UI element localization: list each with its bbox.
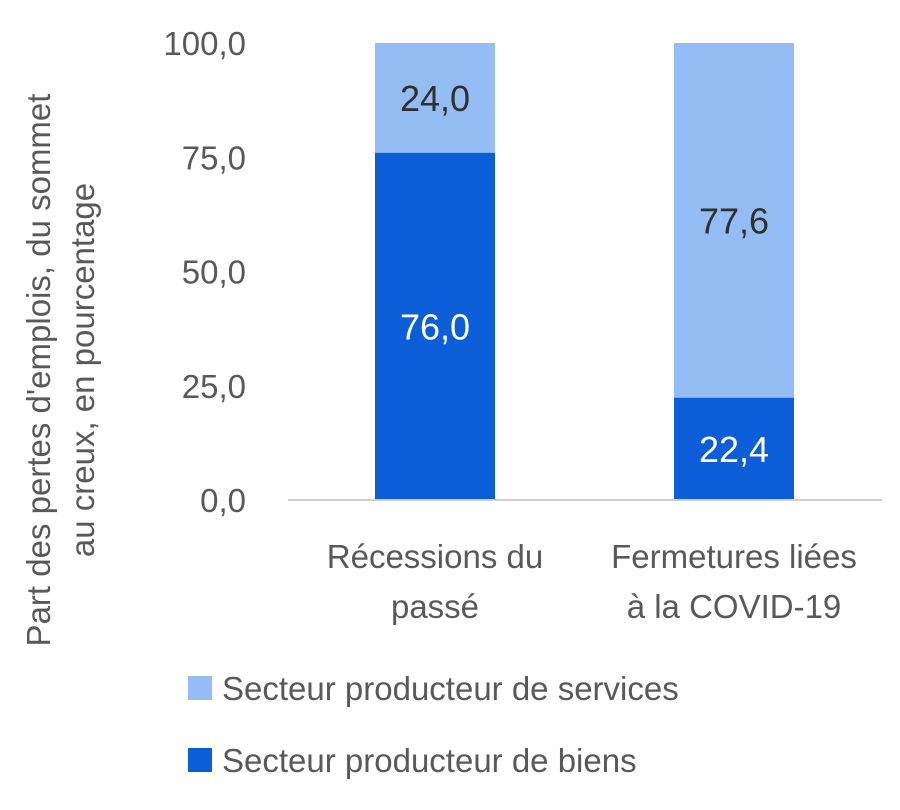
y-axis-title: Part des pertes d'emplois, du sommet (20, 94, 57, 647)
bar-segment (674, 397, 794, 500)
y-tick-label: 0,0 (200, 482, 246, 519)
x-tick-label: Fermetures liées (611, 538, 857, 575)
y-tick-label: 100,0 (163, 25, 246, 62)
data-label: 22,4 (699, 429, 769, 470)
legend-swatch (188, 748, 212, 772)
x-tick-label: à la COVID-19 (627, 588, 842, 625)
legend-label: Secteur producteur de services (222, 670, 679, 707)
bar-segment (375, 43, 495, 153)
y-tick-label: 50,0 (182, 254, 246, 291)
y-tick-label: 75,0 (182, 139, 246, 176)
data-label: 76,0 (400, 306, 470, 347)
y-axis-title: au creux, en pourcentage (64, 183, 101, 557)
x-tick-label: Récessions du (327, 538, 543, 575)
data-label: 24,0 (400, 78, 470, 119)
legend-label: Secteur producteur de biens (222, 742, 637, 779)
bar-segment (375, 152, 495, 500)
data-label: 77,6 (699, 200, 769, 241)
bar-segment (674, 43, 794, 398)
legend-swatch (188, 676, 212, 700)
x-tick-label: passé (391, 588, 479, 625)
y-tick-label: 25,0 (182, 368, 246, 405)
